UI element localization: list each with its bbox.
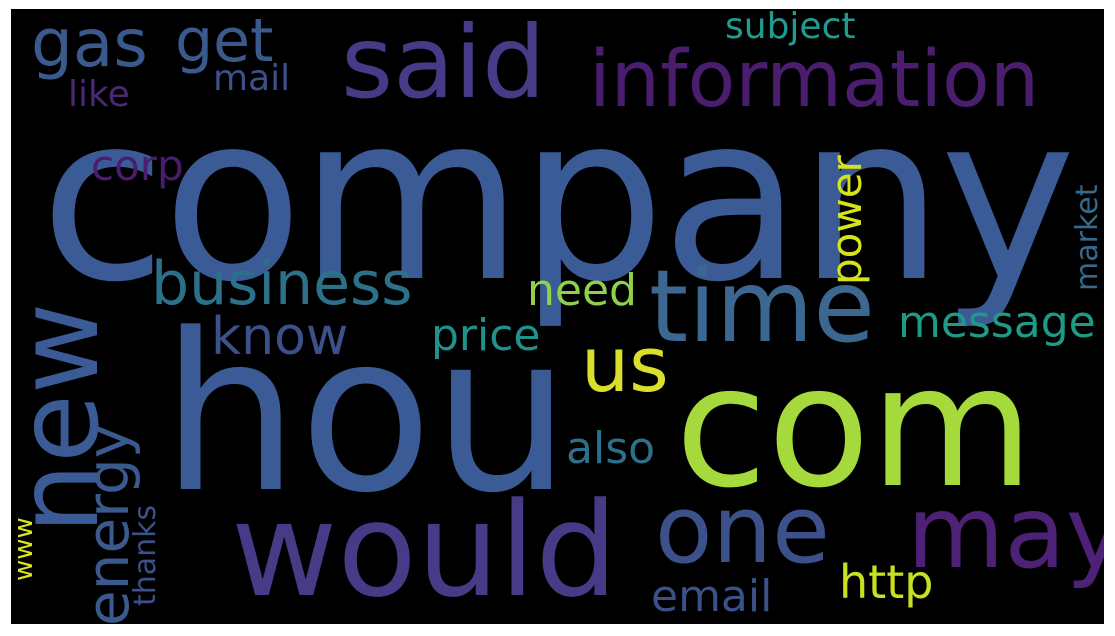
word-like: like <box>68 74 130 115</box>
word-corp: corp <box>91 141 184 190</box>
word-hou: hou <box>161 288 571 541</box>
word-one: one <box>655 476 830 585</box>
word-get: get <box>175 9 274 76</box>
word-cloud: company hou com would new said informati… <box>11 9 1104 624</box>
word-market: market <box>1070 184 1104 291</box>
word-information: information <box>589 35 1040 125</box>
word-would: would <box>231 474 618 624</box>
word-power: power <box>822 155 871 285</box>
word-said: said <box>341 9 546 121</box>
word-company: company <box>40 66 1076 333</box>
word-subject: subject <box>725 9 856 47</box>
word-email: email <box>651 571 773 622</box>
word-business: business <box>151 249 413 319</box>
word-time: time <box>649 248 875 365</box>
word-www: www <box>11 517 39 581</box>
word-need: need <box>527 265 637 316</box>
word-http: http <box>839 555 934 609</box>
word-also: also <box>566 423 656 474</box>
word-message: message <box>898 297 1096 348</box>
word-us: us <box>581 320 669 409</box>
word-may: may <box>907 474 1104 591</box>
word-know: know <box>211 307 349 367</box>
word-com: com <box>675 329 1034 525</box>
word-gas: gas <box>31 9 148 82</box>
word-thanks: thanks <box>128 504 163 606</box>
word-mail: mail <box>213 58 291 99</box>
word-price: price <box>431 310 541 361</box>
